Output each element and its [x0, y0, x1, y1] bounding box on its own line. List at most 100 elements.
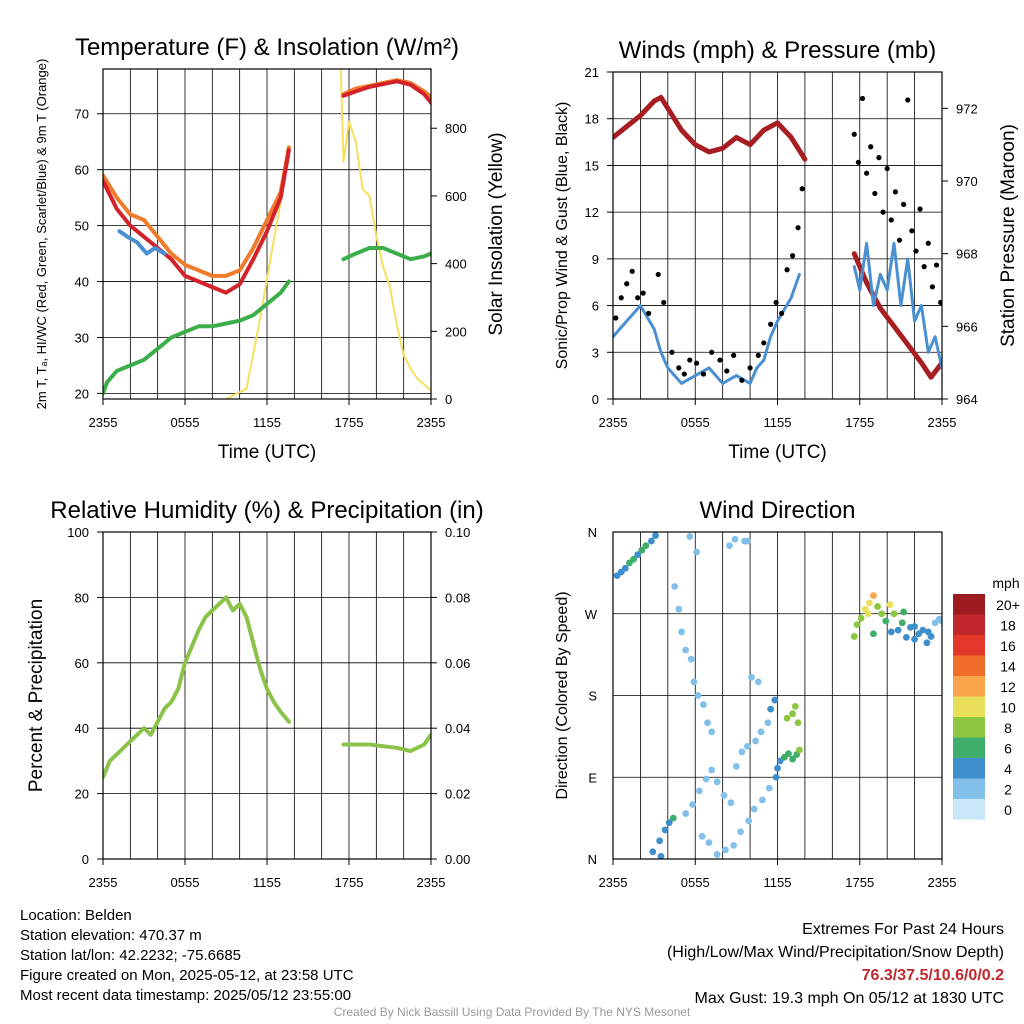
x-tick-label: 2355	[417, 415, 446, 430]
legend-swatch	[953, 696, 985, 717]
direction-point	[678, 628, 685, 636]
direction-point	[796, 746, 803, 754]
legend-swatch	[953, 758, 985, 779]
extremes-values: 76.3/37.5/10.6/0/0.2	[861, 967, 1004, 984]
gust-point	[629, 268, 635, 274]
direction-point	[695, 787, 703, 795]
direction-point	[771, 696, 779, 704]
y-tick-label: N	[588, 852, 597, 867]
series-green	[103, 279, 291, 396]
direction-point	[785, 750, 792, 758]
x-axis-label: Time (UTC)	[728, 442, 827, 463]
series-red	[103, 148, 291, 295]
series-maroon	[613, 94, 808, 162]
gust-point	[681, 371, 687, 377]
x-tick-label: 0555	[171, 875, 200, 890]
legend-label: 2	[1004, 782, 1012, 798]
direction-point	[621, 564, 629, 572]
y-tick-label: 20	[75, 787, 89, 802]
y-axis-label: Sonic/Prop Wind & Gust (Blue, Black)	[554, 102, 571, 370]
direction-point	[702, 775, 710, 783]
direction-point	[887, 628, 895, 636]
y2-tick-label: 0.08	[445, 590, 470, 605]
recent-timestamp: Most recent data timestamp: 2025/05/12 2…	[20, 987, 352, 1004]
x-tick-label: 2355	[89, 875, 118, 890]
gust-point	[624, 281, 630, 287]
gust-point	[921, 264, 927, 270]
legend-swatch	[953, 614, 985, 635]
speed-legend: mph 20+ 18 16 14 12 10 8 6 4 2 0	[953, 575, 1020, 820]
direction-point	[737, 828, 744, 836]
x-tick-label: 1755	[335, 415, 364, 430]
x-tick-label: 2355	[599, 875, 628, 890]
y2-tick-label: 200	[445, 324, 467, 339]
legend-swatch	[953, 737, 985, 758]
gust-point	[901, 201, 907, 207]
gust-point	[669, 349, 675, 355]
chart-title: Temperature (F) & Insolation (W/m²)	[75, 34, 459, 61]
gust-point	[880, 209, 886, 215]
direction-point	[657, 852, 665, 859]
x-tick-label: 1155	[764, 875, 792, 890]
legend-swatch	[953, 717, 985, 738]
direction-point	[919, 626, 927, 634]
station-location: Location: Belden	[20, 907, 132, 924]
direction-point	[789, 710, 796, 718]
max-gust: Max Gust: 19.3 mph On 05/12 at 1830 UTC	[694, 990, 1005, 1007]
series-yellow	[225, 154, 290, 399]
y2-tick-label: 0.02	[445, 787, 470, 802]
y2-tick-label: 0.00	[445, 852, 470, 867]
direction-point	[752, 737, 759, 745]
direction-point	[772, 773, 780, 781]
y-tick-label: 20	[75, 386, 89, 401]
x-tick-label: 0555	[171, 415, 200, 430]
y-tick-label: 9	[592, 252, 599, 267]
direction-point	[757, 728, 765, 736]
direction-point	[638, 546, 646, 554]
series-lightgreen	[341, 732, 431, 754]
y-tick-label: 40	[75, 275, 89, 290]
gust-point	[755, 352, 761, 358]
legend-swatch	[953, 778, 985, 799]
gust-point	[646, 310, 652, 316]
y2-tick-label: 400	[445, 257, 467, 272]
station-latlon: Station lat/lon: 42.2232; -75.6685	[20, 947, 242, 964]
direction-point	[789, 755, 796, 763]
y-tick-label: 60	[75, 163, 89, 178]
plot-frame	[102, 68, 432, 400]
y2-tick-label: 0.04	[445, 721, 470, 736]
direction-point	[870, 630, 877, 638]
x-tick-label: 1155	[764, 415, 792, 430]
direction-point	[750, 805, 758, 813]
gust-point	[761, 340, 767, 346]
y-tick-label: 15	[585, 158, 599, 173]
direction-point	[882, 617, 890, 625]
gust-point	[661, 299, 667, 306]
y2-tick-label: 600	[445, 189, 467, 204]
direction-point	[630, 555, 637, 563]
plot-frame	[102, 531, 432, 860]
direction-point	[647, 537, 655, 545]
direction-point	[713, 851, 721, 858]
y-axis-label: 2m T, Tₐ, HI/WC (Red, Green, Scarlet/Blu…	[34, 59, 49, 410]
direction-point	[726, 542, 733, 550]
y-tick-label: 80	[75, 590, 89, 605]
direction-point	[669, 814, 677, 822]
direction-point	[700, 701, 707, 708]
series-blue	[613, 272, 801, 385]
direction-point	[748, 673, 755, 681]
extremes-title: Extremes For Past 24 Hours	[802, 921, 1004, 938]
x-tick-label: 0555	[681, 875, 710, 890]
gust-point	[913, 248, 919, 254]
direction-point	[720, 792, 728, 799]
gust-point	[618, 295, 624, 301]
legend-label: 0	[1004, 802, 1012, 818]
data-layer	[103, 69, 431, 399]
series-red	[341, 79, 431, 105]
direction-point	[693, 548, 701, 556]
legend-title: mph	[992, 575, 1019, 591]
series-green	[341, 246, 431, 262]
gust-point	[784, 267, 790, 273]
gust-point	[896, 237, 903, 243]
y2-tick-label: 800	[445, 121, 467, 136]
